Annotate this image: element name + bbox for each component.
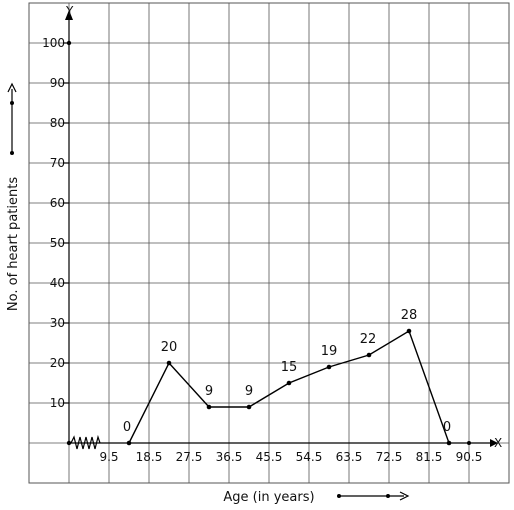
x-end-dot: [467, 441, 471, 445]
data-point: [446, 440, 452, 446]
y-title-arrow-dot-2: [10, 101, 14, 105]
y-tick-label: 90: [50, 76, 65, 90]
y-title-arrow-dot-1: [10, 151, 14, 155]
data-point: [406, 328, 412, 334]
y-axis-title-group: No. of heart patients: [6, 82, 21, 311]
x-axis-arrowhead: [490, 439, 498, 447]
x-title-arrow-dot-1: [337, 494, 341, 498]
data-point: [166, 360, 172, 366]
data-label: 9: [205, 384, 213, 399]
data-label: 0: [443, 420, 451, 435]
data-label: 19: [321, 344, 338, 359]
data-label: 28: [401, 308, 418, 323]
data-point: [246, 404, 252, 410]
x-tick-label: 81.5: [416, 450, 443, 464]
x-title-arrow-dot-2: [386, 494, 390, 498]
data-label: 9: [245, 384, 253, 399]
x-tick-label: 54.5: [296, 450, 323, 464]
x-tick-label: 45.5: [256, 450, 283, 464]
y-axis-arrowhead: [65, 10, 73, 20]
x-tick-label: 72.5: [376, 450, 403, 464]
data-point: [326, 364, 332, 370]
x-tick-label: 9.5: [99, 450, 118, 464]
y-tick-label: 100: [42, 36, 65, 50]
x-axis-title-group: Age (in years): [223, 490, 410, 505]
y-title-arrowhead: [7, 82, 17, 93]
y-axis-title: No. of heart patients: [6, 177, 21, 311]
y-tick-label: 80: [50, 116, 65, 130]
x-tick-label: 63.5: [336, 450, 363, 464]
x-axis-letter: X: [494, 436, 502, 450]
x-title-arrowhead: [399, 491, 410, 501]
y-tick-label: 30: [50, 316, 65, 330]
data-label: 20: [161, 340, 178, 355]
data-label: 0: [123, 420, 131, 435]
x-tick-label: 36.5: [216, 450, 243, 464]
x-tick-label: 18.5: [136, 450, 163, 464]
data-point: [286, 380, 292, 386]
y-tick-label: 70: [50, 156, 65, 170]
y-tick-label: 10: [50, 396, 65, 410]
axes: X Y: [65, 4, 502, 450]
data-label: 22: [360, 332, 377, 347]
y-tick-label: 40: [50, 276, 65, 290]
origin-dot: [66, 440, 72, 446]
x-tick-label: 27.5: [176, 450, 203, 464]
data-point: [366, 352, 372, 358]
data-point: [126, 440, 132, 446]
series-line: [126, 328, 452, 446]
x-axis-title: Age (in years): [223, 490, 314, 505]
y-tick-label: 20: [50, 356, 65, 370]
y-tick-label: 60: [50, 196, 65, 210]
y-axis-letter: Y: [65, 4, 74, 18]
x-tick-label: 90.5: [456, 450, 483, 464]
y-tick-label: 50: [50, 236, 65, 250]
data-labels: 0 20 9 9 15 19 22 28 0: [123, 308, 451, 435]
data-label: 15: [281, 360, 298, 375]
data-point: [206, 404, 212, 410]
axis-break-zigzag: [70, 434, 101, 450]
